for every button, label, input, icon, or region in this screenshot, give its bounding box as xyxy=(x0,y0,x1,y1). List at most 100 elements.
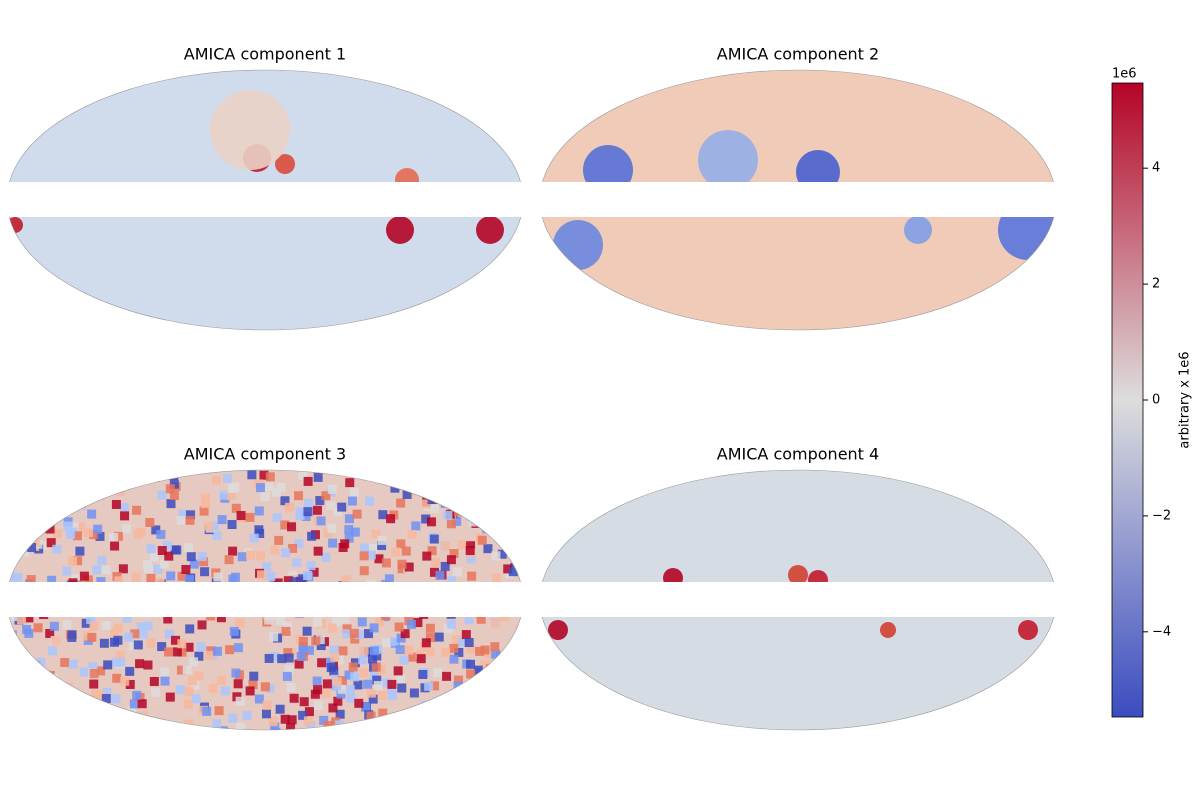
map-pixel xyxy=(150,473,160,483)
map-pixel xyxy=(457,540,467,550)
map-pixel xyxy=(249,671,259,681)
map-pixel xyxy=(430,504,440,514)
map-pixel xyxy=(396,498,406,508)
map-pixel xyxy=(477,515,487,525)
map-pixel xyxy=(298,574,308,584)
map-pixel xyxy=(33,623,43,633)
map-pixel xyxy=(344,670,354,680)
map-pixel xyxy=(408,476,418,486)
map-pixel xyxy=(176,515,186,525)
map-pixel xyxy=(476,614,486,624)
map-pixel xyxy=(245,512,255,522)
map-pixel xyxy=(295,511,305,521)
map-pixel xyxy=(440,561,450,571)
map-pixel xyxy=(60,657,70,667)
map-pixel xyxy=(285,502,295,512)
map-pixel xyxy=(418,670,428,680)
map-pixel xyxy=(149,552,159,562)
map-pixel xyxy=(311,636,321,646)
map-pixel xyxy=(449,654,459,664)
map-pixel xyxy=(323,720,333,730)
map-pixel xyxy=(494,661,504,671)
map-pixel xyxy=(434,632,444,642)
map-pixel xyxy=(345,685,355,695)
map-pixel xyxy=(515,624,523,634)
map-pixel xyxy=(16,503,26,513)
map-pixel xyxy=(276,482,286,492)
map-pixel xyxy=(280,496,290,506)
map-pixel xyxy=(47,646,57,656)
map-pixel xyxy=(102,687,112,697)
map-pixel xyxy=(237,552,247,562)
map-pixel xyxy=(68,556,78,566)
map-pixel xyxy=(377,541,387,551)
map-pixel xyxy=(335,709,345,719)
map-pixel xyxy=(423,489,433,499)
map-pixel xyxy=(231,668,241,678)
map-pixel xyxy=(208,683,218,693)
map-pixel xyxy=(460,506,470,516)
map-pixel xyxy=(47,729,57,730)
map-pixel xyxy=(191,694,201,704)
map-pixel xyxy=(122,613,132,623)
map-pixel xyxy=(68,659,78,669)
map-pixel xyxy=(153,564,163,574)
map-pixel xyxy=(138,629,148,639)
map-pixel xyxy=(382,678,392,688)
map-pixel xyxy=(387,718,397,728)
map-pixel xyxy=(282,671,292,681)
map-pixel xyxy=(364,647,374,657)
map-pixel xyxy=(479,706,489,716)
map-pixel xyxy=(475,693,485,703)
map-pixel xyxy=(167,726,177,730)
map-pixel xyxy=(435,570,445,580)
map-pixel xyxy=(520,479,523,489)
map-pixel xyxy=(199,557,209,567)
map-pixel xyxy=(212,531,222,541)
map-pixel xyxy=(17,707,27,717)
map-pixel xyxy=(373,681,383,691)
map-pixel xyxy=(225,645,235,655)
map-pixel xyxy=(365,496,375,506)
map-pixel xyxy=(165,692,175,702)
map-pixel xyxy=(498,694,508,704)
map-pixel xyxy=(69,522,79,532)
map-pixel xyxy=(12,717,22,727)
map-pixel xyxy=(361,702,371,712)
map-pixel xyxy=(26,575,36,585)
map-pixel xyxy=(185,515,195,525)
map-pixel xyxy=(371,529,381,539)
map-pixel xyxy=(110,541,120,551)
map-pixel xyxy=(178,509,188,519)
map-pixel xyxy=(137,699,147,709)
map-pixel xyxy=(459,498,469,508)
map-pixel xyxy=(12,728,22,730)
map-pixel xyxy=(462,476,472,486)
map-pixel xyxy=(446,519,456,529)
map-pixel xyxy=(7,687,17,697)
map-pixel xyxy=(394,622,404,632)
map-pixel xyxy=(93,488,103,498)
map-pixel xyxy=(441,647,451,657)
map-pixel xyxy=(236,511,246,521)
map-pixel xyxy=(442,671,452,681)
map-pixel xyxy=(30,537,40,547)
map-pixel xyxy=(326,501,336,511)
map-pixel xyxy=(31,685,41,695)
map-pixel xyxy=(298,636,308,646)
map-pixel xyxy=(60,708,70,718)
map-pixel xyxy=(13,573,23,583)
map-pixel xyxy=(371,725,381,730)
map-pixel xyxy=(338,646,348,656)
map-pixel xyxy=(101,480,111,490)
map-pixel xyxy=(443,702,453,712)
map-pixel xyxy=(209,521,219,531)
map-pixel xyxy=(199,506,209,516)
map-pixel xyxy=(390,637,400,647)
map-pixel xyxy=(377,535,387,545)
map-pixel xyxy=(7,572,17,582)
map-pixel xyxy=(96,690,106,700)
map-pixel xyxy=(328,703,338,713)
map-pixel xyxy=(359,646,369,656)
map-pixel xyxy=(85,475,95,485)
